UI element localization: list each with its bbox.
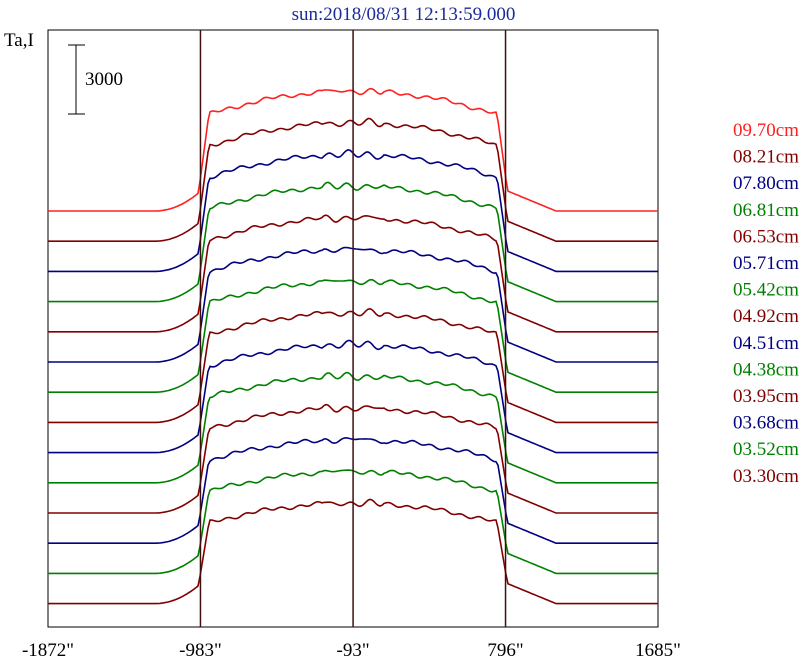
- legend-entry: 06.53cm: [733, 226, 799, 247]
- y-axis-label: Ta,I: [4, 30, 34, 51]
- legend-entry: 09.70cm: [733, 120, 799, 141]
- legend-entry: 07.80cm: [733, 173, 799, 194]
- legend-entry: 08.21cm: [733, 147, 799, 168]
- legend-entry: 03.52cm: [733, 439, 799, 460]
- legend-entry: 06.81cm: [733, 200, 799, 221]
- x-tick-label: 796": [487, 640, 523, 661]
- scale-bar-label: 3000: [85, 69, 123, 90]
- legend-entry: 03.68cm: [733, 413, 799, 434]
- x-tick-label: -983": [179, 640, 222, 661]
- legend-entry: 04.51cm: [733, 333, 799, 354]
- scale-bar: 3000: [68, 44, 123, 115]
- chart-title: sun:2018/08/31 12:13:59.000: [291, 4, 516, 25]
- legend-entry: 05.42cm: [733, 280, 799, 301]
- legend-entry: 03.95cm: [733, 386, 799, 407]
- x-tick-layer: -1872" -983" -93" 796" 1685": [22, 640, 681, 661]
- legend-entry: 05.71cm: [733, 253, 799, 274]
- x-tick-label: 1685": [635, 640, 681, 661]
- legend-entry: 04.92cm: [733, 306, 799, 327]
- x-tick-label: -1872": [22, 640, 74, 661]
- legend-entry: 04.38cm: [733, 359, 799, 380]
- marker-layer: [199, 30, 507, 627]
- x-tick-label: -93": [337, 640, 370, 661]
- legend-entry: 03.30cm: [733, 466, 799, 487]
- legend: 09.70cm 08.21cm 07.80cm 06.81cm 06.53cm 05.71…: [733, 120, 799, 487]
